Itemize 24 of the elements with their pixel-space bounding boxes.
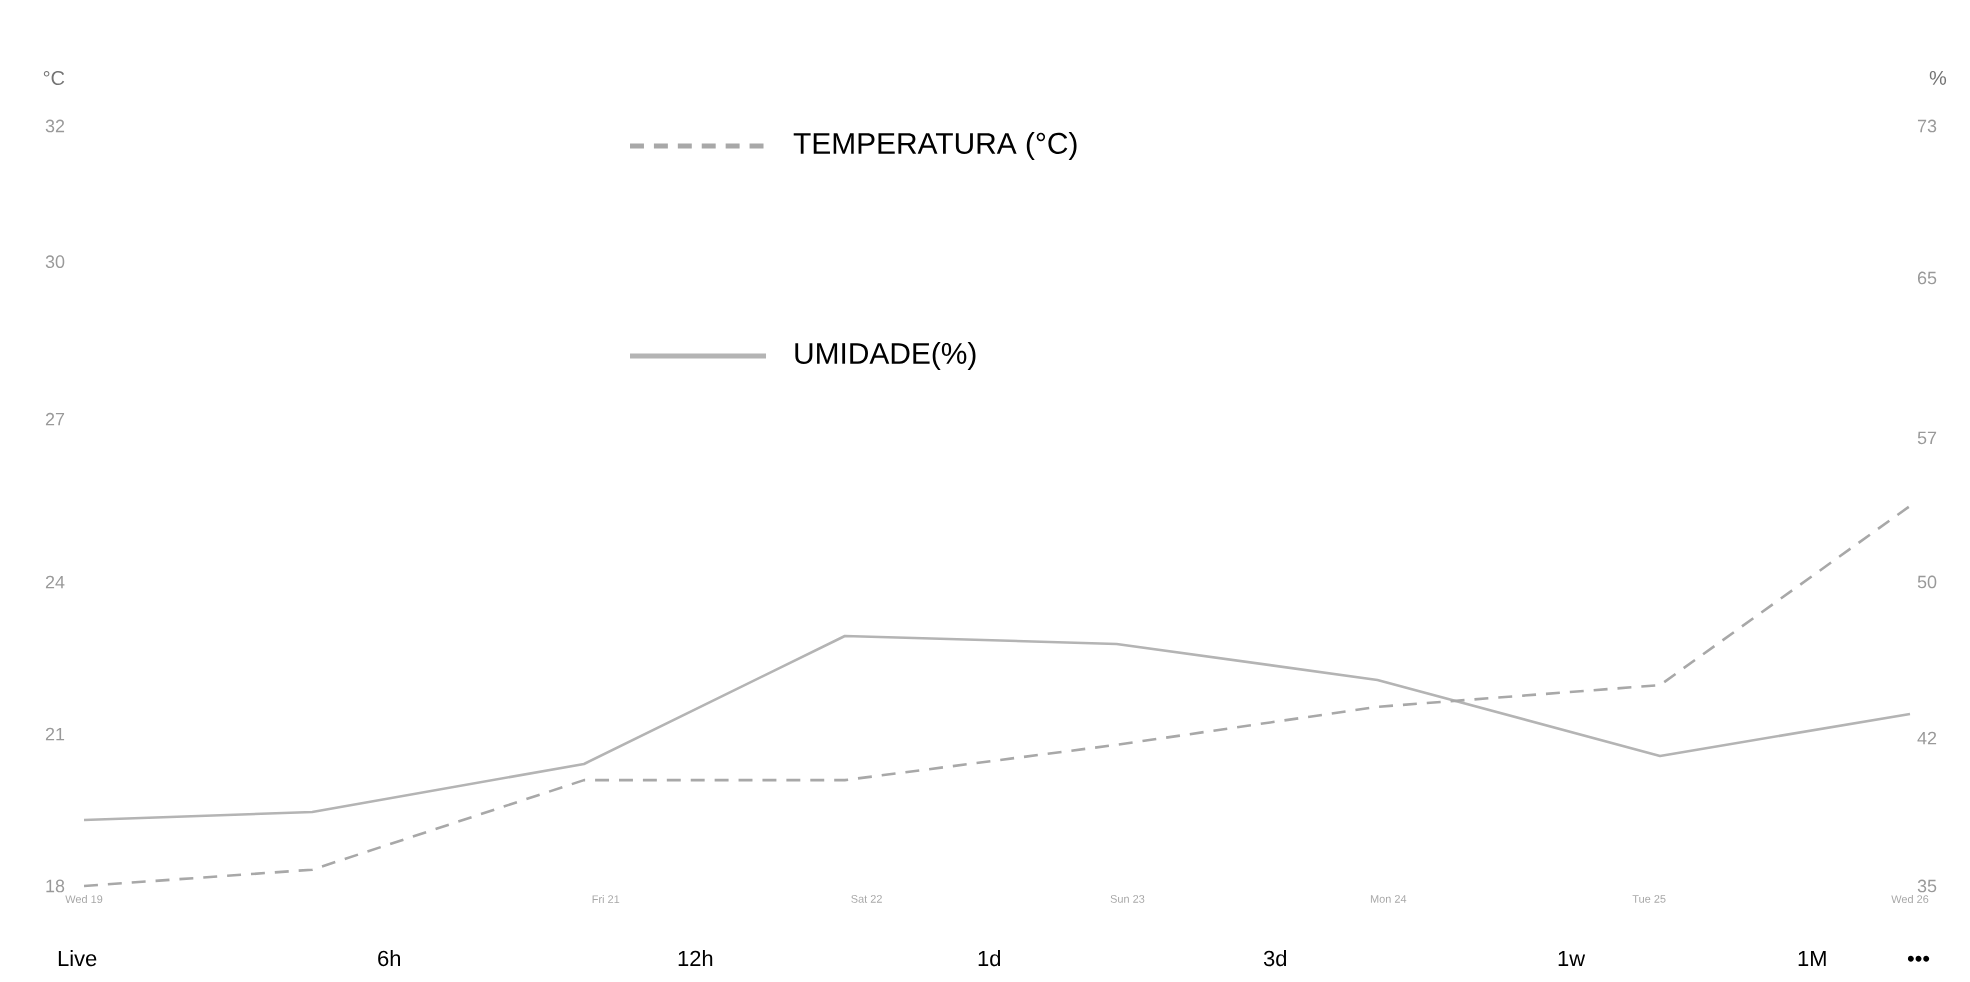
text: 12h [678,950,713,966]
legend-label: UMIDADE(%) [795,342,976,370]
y-tick-label: 27 [45,412,65,426]
y-tick-label: 32 [45,119,65,133]
y2-tick-label: 73 [1917,119,1937,133]
y-axis-title: °C [43,70,65,86]
y-tick-label: 18 [46,879,65,893]
y2-tick-label: 65 [1917,271,1937,285]
text: 1M [1798,950,1826,966]
legend-label: TEMPERATURA (°C) [793,132,1077,160]
y2-axis-title: % [1929,70,1947,85]
y-tick-label: 24 [45,575,65,589]
y2-tick-label: 57 [1917,431,1937,445]
text: 1d [978,950,1001,967]
y2-tick-label: 42 [1917,731,1937,745]
text: 3d [1263,950,1287,967]
text: 6h [378,950,400,967]
y2-tick-label: 35 [1917,879,1937,893]
text: 1w [1558,950,1586,966]
text: ••• [1907,955,1930,962]
y2-tick-label: 50 [1917,575,1937,589]
text: Live [58,950,97,967]
y-tick-label: 21 [45,727,65,741]
y-tick-label: 30 [45,255,65,269]
